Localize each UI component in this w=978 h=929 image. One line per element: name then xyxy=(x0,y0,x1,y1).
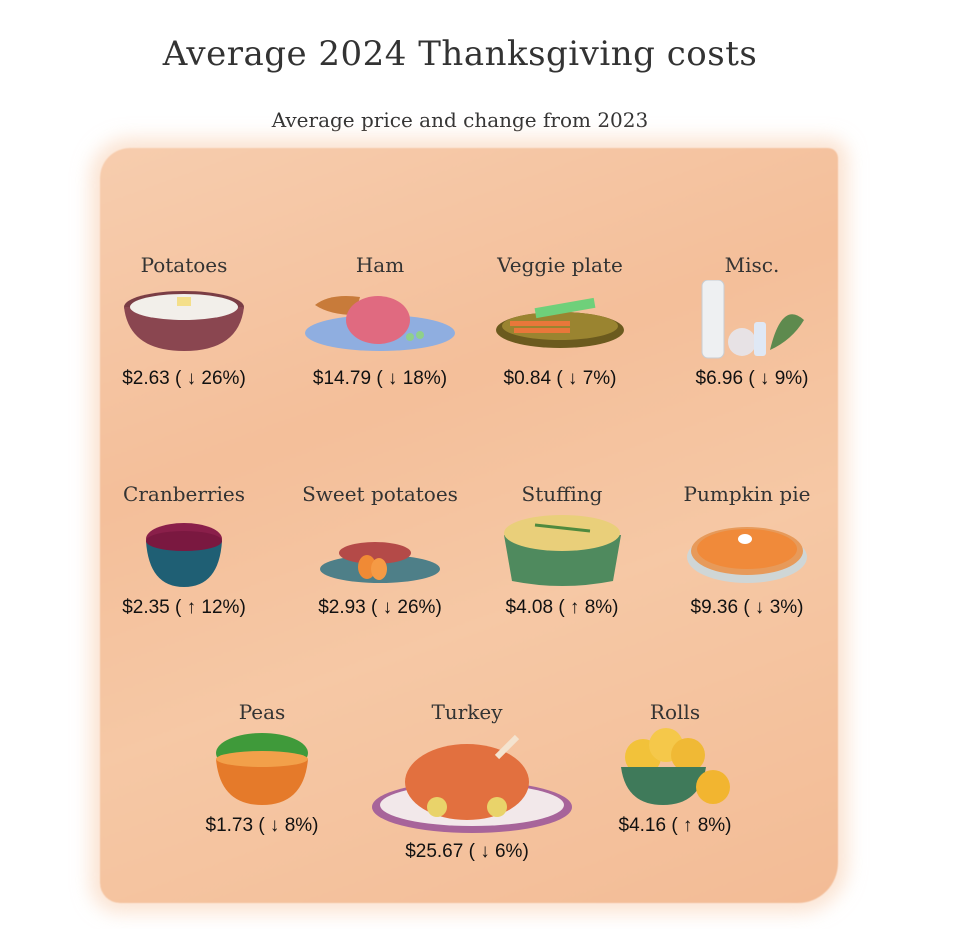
item-misc: Misc. $6.96 ( ↓ 9%) xyxy=(652,252,852,390)
item-price: $6.96 ( ↓ 9%) xyxy=(695,368,809,389)
item-price: $2.93 ( ↓ 26%) xyxy=(318,597,442,618)
item-turkey: Turkey $25.67 ( ↓ 6%) xyxy=(367,699,572,863)
cranberries-icon xyxy=(146,523,222,587)
item-name: Pumpkin pie xyxy=(683,482,811,506)
page-subtitle: Average price and change from 2023 xyxy=(271,108,649,132)
item-price: $2.63 ( ↓ 26%) xyxy=(122,368,246,389)
rolls-icon xyxy=(620,728,730,805)
turkey-icon xyxy=(372,734,572,833)
item-pumpkin-pie: Pumpkin pie $9.36 ( ↓ 3%) xyxy=(647,481,847,619)
item-price: $2.35 ( ↑ 12%) xyxy=(122,597,246,618)
item-name: Cranberries xyxy=(123,482,245,506)
item-cranberries: Cranberries $2.35 ( ↑ 12%) xyxy=(84,481,284,619)
item-name: Ham xyxy=(355,253,405,277)
sweet-potatoes-icon xyxy=(320,542,440,583)
item-veggie-plate: Veggie plate $0.84 ( ↓ 7%) xyxy=(460,252,660,390)
veggie-plate-icon xyxy=(496,297,624,348)
item-price: $14.79 ( ↓ 18%) xyxy=(312,368,448,389)
item-potatoes: Potatoes $2.63 ( ↓ 26%) xyxy=(84,252,284,390)
item-price: $4.08 ( ↑ 8%) xyxy=(505,597,619,618)
mashed-potatoes-icon xyxy=(124,291,244,351)
item-name: Sweet potatoes xyxy=(302,482,458,506)
item-name: Potatoes xyxy=(140,253,228,277)
item-name: Veggie plate xyxy=(497,253,623,277)
item-price: $25.67 ( ↓ 6%) xyxy=(405,841,529,862)
peas-icon xyxy=(216,733,308,805)
item-peas: Peas $1.73 ( ↓ 8%) xyxy=(162,699,362,837)
item-sweet-potatoes: Sweet potatoes $2.93 ( ↓ 26%) xyxy=(280,481,480,619)
item-name: Turkey xyxy=(431,700,503,724)
ham-icon xyxy=(305,296,455,351)
item-name: Peas xyxy=(238,700,286,724)
stuffing-icon xyxy=(503,515,621,586)
item-name: Misc. xyxy=(724,253,780,277)
item-stuffing: Stuffing $4.08 ( ↑ 8%) xyxy=(462,481,662,619)
page-title: Average 2024 Thanksgiving costs xyxy=(162,34,758,74)
pumpkin-pie-icon xyxy=(686,527,807,583)
item-price: $1.73 ( ↓ 8%) xyxy=(205,815,319,836)
item-price: $0.84 ( ↓ 7%) xyxy=(503,368,617,389)
item-price: $4.16 ( ↑ 8%) xyxy=(618,815,732,836)
item-ham: Ham $14.79 ( ↓ 18%) xyxy=(280,252,480,390)
item-rolls: Rolls $4.16 ( ↑ 8%) xyxy=(575,699,775,837)
misc-groceries-icon xyxy=(701,280,804,359)
item-name: Stuffing xyxy=(521,482,603,506)
item-name: Rolls xyxy=(649,700,701,724)
item-price: $9.36 ( ↓ 3%) xyxy=(690,597,804,618)
